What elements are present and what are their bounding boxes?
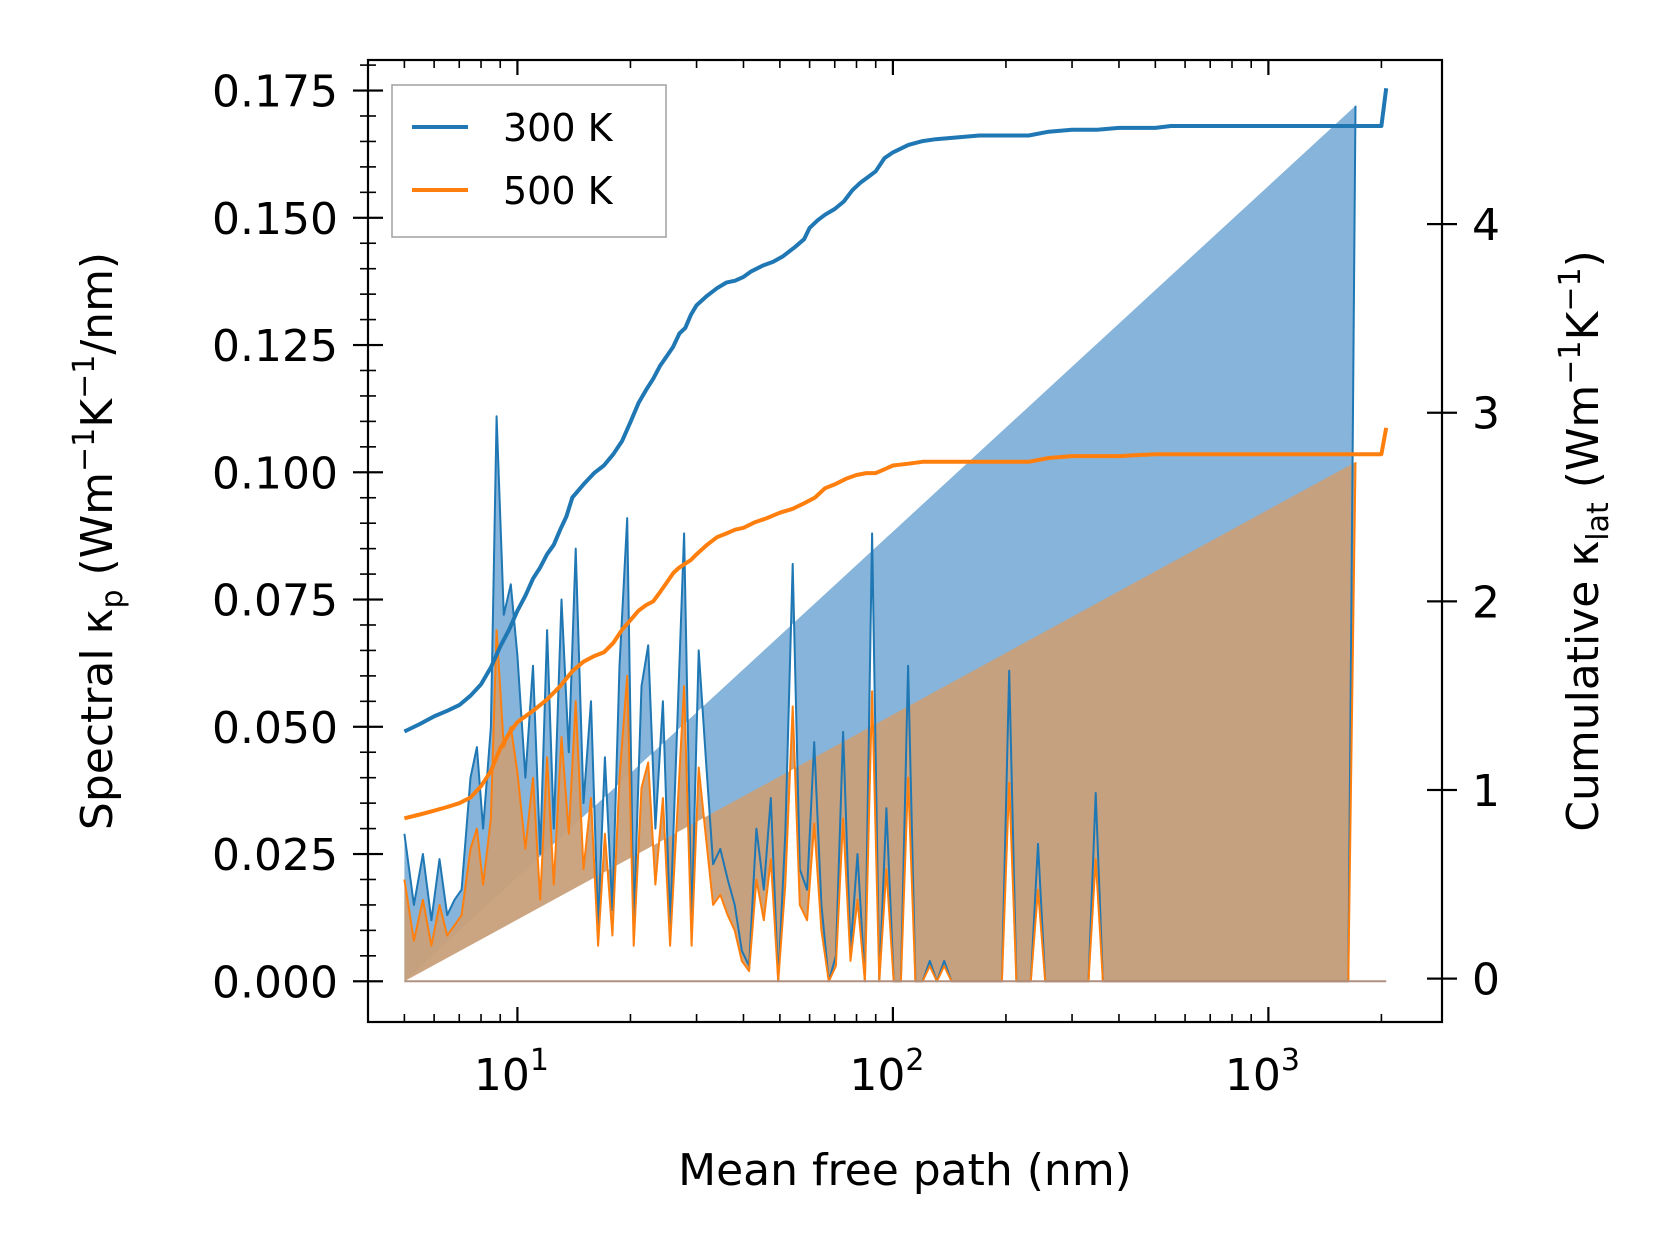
x-tick-label: 102 [849,1043,924,1101]
spectral-fill-500k [404,462,1356,982]
y-right-units-post: ) [1558,250,1609,267]
y-right-exp2: −1 [1553,267,1588,311]
x-tick-base: 10 [474,1050,530,1101]
spectral-line-layer [403,105,1387,983]
y-right-tick-label: 1 [1472,766,1500,817]
x-tick-label: 101 [474,1043,549,1101]
y-right-tick-label: 3 [1472,389,1500,440]
y-left-units-post: /nm) [72,252,123,355]
x-tick-exponent: 3 [1281,1043,1300,1078]
y-right-mid: K [1558,310,1609,340]
y-right-exp1: −1 [1553,340,1588,384]
x-tick-base: 10 [849,1050,905,1101]
y-left-sub: p [95,589,130,608]
cumulative-line-300k [403,88,1389,734]
y-left-tick-label: 0.175 [212,67,338,118]
y-left-tick-label: 0.100 [212,448,338,499]
y-right-tick-label: 0 [1472,955,1500,1006]
y-right-sub: lat [1581,502,1616,541]
y-left-tick-label: 0.150 [212,194,338,245]
x-tick-base: 10 [1225,1050,1281,1101]
y-left-tick-label: 0.050 [212,703,338,754]
legend-label-300k: 300 K [503,106,614,150]
x-tick-label: 103 [1225,1043,1300,1101]
tick-label-layer: 101 102 1030.0000.0250.0500.0750.1000.1250… [212,67,1500,1101]
tick-layer [353,60,1457,1022]
x-tick-exponent: 2 [905,1043,924,1078]
legend-box [391,84,667,238]
legend-label-500k: 500 K [503,169,614,213]
y-right-units-pre: (Wm [1558,385,1609,503]
legend: 300 K 500 K [391,84,667,238]
y-left-mid: K [72,398,123,428]
plot-frame [366,58,1444,1024]
y-axis-right-title: Cumulative κlat (Wm−1K−1) [1553,250,1616,832]
y-right-tick-label: 2 [1472,577,1500,628]
x-tick-exponent: 1 [530,1043,549,1078]
y-left-tick-label: 0.125 [212,321,338,372]
y-right-prefix: Cumulative κ [1558,541,1609,832]
x-axis-title: Mean free path (nm) [678,1145,1132,1196]
y-left-exp2: −1 [67,355,102,399]
cumulative-line-layer [403,88,1389,821]
y-left-units-pre: (Wm [72,472,123,590]
y-left-tick-label: 0.000 [212,957,338,1008]
y-right-tick-label: 4 [1472,200,1500,251]
cumulative-line-500k [403,427,1389,821]
y-left-prefix: Spectral κ [72,609,123,831]
y-left-tick-label: 0.075 [212,576,338,627]
y-left-exp1: −1 [67,428,102,472]
spectral-fill-layer [404,105,1356,982]
y-axis-left-title: Spectral κp (Wm−1K−1/nm) [67,252,130,830]
y-left-tick-label: 0.025 [212,830,338,881]
